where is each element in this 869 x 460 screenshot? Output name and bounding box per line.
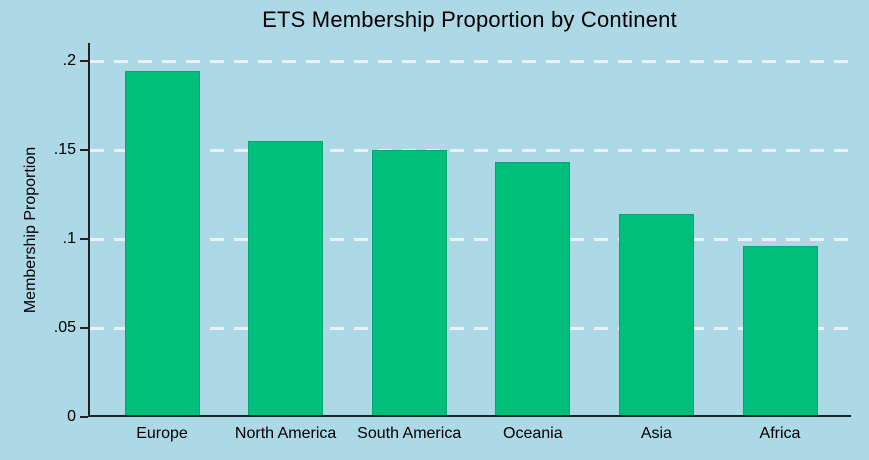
y-tick xyxy=(80,59,88,62)
chart-title: ETS Membership Proportion by Continent xyxy=(262,7,677,32)
bar-south-america xyxy=(371,149,447,415)
x-category-label-north-america: North America xyxy=(234,425,337,442)
gridline-.2 xyxy=(90,59,851,63)
plot-area: Europe North America South America Oceania A… xyxy=(88,43,851,442)
bar-north-america xyxy=(248,140,324,415)
y-tick xyxy=(80,416,88,418)
y-tick-label: .1 xyxy=(62,229,76,247)
y-tick-label: .2 xyxy=(62,51,76,69)
bar-oceania xyxy=(495,162,571,415)
y-tick xyxy=(80,148,88,151)
gridline-.1 xyxy=(90,237,851,241)
y-tick xyxy=(80,326,88,329)
x-category-label-oceania: Oceania xyxy=(503,425,563,442)
y-tick-label: .05 xyxy=(53,318,76,336)
bar-africa xyxy=(742,245,818,415)
y-tick xyxy=(80,237,88,240)
x-category-label-europe: Europe xyxy=(136,425,188,442)
gridline-.15 xyxy=(90,148,851,152)
x-category-label-africa: Africa xyxy=(759,425,801,442)
y-tick-label: 0 xyxy=(67,408,76,425)
bar-asia xyxy=(618,213,694,415)
x-category-label-asia: Asia xyxy=(640,425,672,442)
bar-europe xyxy=(124,71,200,415)
x-category-label-south-america: South America xyxy=(357,425,462,442)
gridline-.05 xyxy=(90,326,851,330)
y-tick-label: .15 xyxy=(53,140,76,158)
